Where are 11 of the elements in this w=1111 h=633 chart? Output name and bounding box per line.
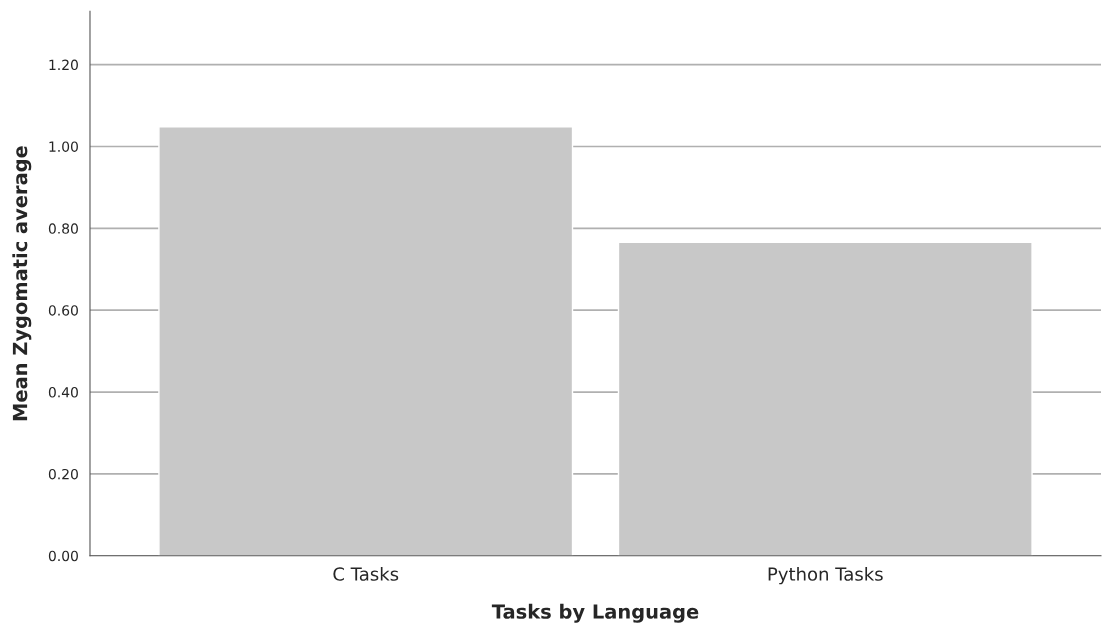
x-tick-label: C Tasks (333, 566, 399, 581)
y-tick-label: 0.80 (48, 223, 78, 234)
y-tick-label: 0.60 (48, 305, 78, 316)
x-axis-title: Tasks by Language (491, 603, 699, 623)
y-axis-title: Mean Zygomatic average (12, 146, 32, 421)
x-tick-label: Python Tasks (768, 566, 883, 585)
y-tick-label: 0.00 (48, 550, 78, 562)
y-tick-label: 1.00 (49, 141, 78, 152)
y-tick-label: 0.20 (48, 468, 78, 480)
y-tick-label: 1.20 (49, 59, 78, 71)
y-tick-label: 0.40 (48, 387, 78, 398)
